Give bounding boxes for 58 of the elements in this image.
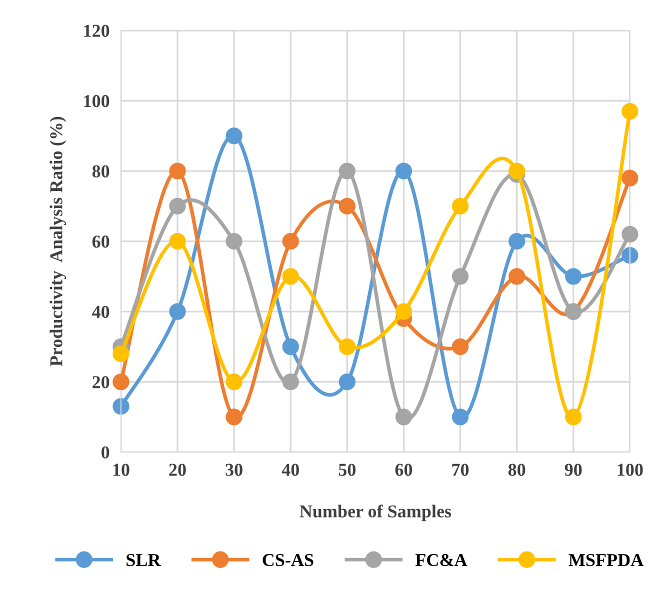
point <box>395 408 412 426</box>
point <box>112 373 130 390</box>
x-tick-label: 90 <box>564 464 582 476</box>
x-tick-label: 80 <box>508 464 526 476</box>
point <box>622 102 638 120</box>
x-axis-title: Number of Samples <box>300 504 452 522</box>
point <box>169 232 186 250</box>
x-tick-label: 60 <box>395 464 412 476</box>
x-tick-label: 20 <box>169 464 186 476</box>
point <box>395 162 412 180</box>
point <box>338 162 356 180</box>
point <box>395 303 412 320</box>
point <box>112 398 130 415</box>
y-tick-label: 60 <box>92 236 110 248</box>
point <box>508 268 526 285</box>
point <box>452 338 469 356</box>
point <box>169 162 186 180</box>
legend-label: CS-AS <box>262 554 314 566</box>
point <box>338 338 356 356</box>
point <box>282 232 299 250</box>
point <box>282 338 299 356</box>
point <box>169 198 186 214</box>
y-axis-title: Productivity Analysis Ratio (%) <box>50 116 66 366</box>
point <box>508 232 526 250</box>
y-tick-label: 20 <box>92 376 110 388</box>
point <box>338 373 356 390</box>
point <box>282 373 299 390</box>
x-tick-label: 70 <box>452 464 469 476</box>
legend-label: MSFPDA <box>568 554 644 566</box>
point <box>169 303 186 320</box>
point <box>452 198 469 214</box>
point <box>226 128 242 144</box>
point <box>508 162 526 180</box>
point <box>452 268 469 285</box>
point <box>226 232 242 250</box>
y-tick-label: 0 <box>102 446 110 459</box>
x-tick-label: 40 <box>282 464 299 476</box>
x-tick-label: 10 <box>113 464 130 476</box>
y-tick-label: 80 <box>92 165 110 178</box>
point <box>622 226 638 243</box>
y-tick-label: 100 <box>84 95 110 108</box>
legend-label: SLR <box>126 554 161 566</box>
point <box>565 268 582 285</box>
x-tick-label: 30 <box>226 464 242 476</box>
point <box>338 198 356 214</box>
point <box>622 247 638 264</box>
y-tick-label: 40 <box>92 306 110 318</box>
y-tick-label: 120 <box>84 24 110 37</box>
point <box>622 170 638 186</box>
x-tick-label: 50 <box>338 464 356 476</box>
legend-label: FC&A <box>415 554 468 566</box>
point <box>282 268 299 285</box>
x-tick-label: 100 <box>618 464 643 476</box>
point <box>452 408 469 426</box>
point <box>565 408 582 426</box>
point <box>226 408 242 426</box>
point <box>226 373 242 390</box>
point <box>112 345 130 362</box>
